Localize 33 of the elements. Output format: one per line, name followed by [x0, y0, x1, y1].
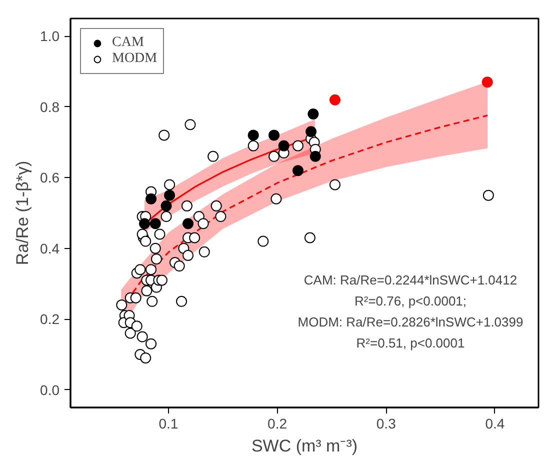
point: [164, 190, 176, 201]
y-tick-label: 0.4: [40, 240, 60, 256]
point: [146, 193, 157, 204]
annotation: R²=0.76, p<0.0001;: [354, 294, 467, 308]
point: [306, 126, 317, 138]
y-tick-label: 0.8: [40, 98, 60, 115]
y-axis-title: Ra/Re (1-β*γ): [13, 160, 32, 266]
x-tick-label: 0.3: [376, 416, 396, 432]
point: [308, 108, 319, 120]
legend-label: CAM: [112, 35, 144, 51]
x-tick-label: 0.1: [158, 416, 178, 432]
y-tick-label: 0.6: [40, 170, 60, 186]
annotation: MODM: Ra/Re=0.2826*lnSWC+1.0399: [298, 314, 524, 330]
point: [482, 76, 493, 88]
y-tick-label: 0.0: [40, 382, 60, 398]
x-axis-title: SWC (m³ m⁻³): [251, 436, 358, 456]
point: [248, 130, 259, 141]
x-tick-label: 0.2: [268, 416, 288, 432]
annotation: CAM: Ra/Re=0.2244*lnSWC+1.0412: [304, 272, 518, 288]
point: [278, 140, 290, 152]
point: [329, 94, 340, 106]
x-tick-label: 0.4: [485, 416, 505, 432]
point: [150, 218, 161, 230]
annotation: R²=0.51, p<0.0001: [356, 336, 465, 350]
y-tick-label: 0.2: [40, 311, 60, 328]
point: [292, 165, 304, 176]
point: [139, 218, 150, 230]
point: [160, 200, 172, 212]
legend-label: MODM: [112, 51, 158, 67]
point: [182, 218, 194, 230]
point: [310, 150, 321, 162]
y-tick-label: 1.0: [40, 28, 60, 44]
point: [268, 130, 280, 141]
